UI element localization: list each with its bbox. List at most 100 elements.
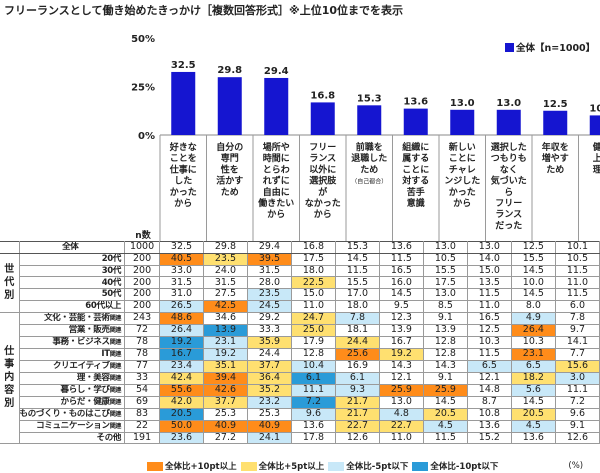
chart-title: フリーランスとして働き始めたきっかけ［複数回答形式］※上位10位までを表示 (4, 4, 404, 17)
n-cell: 191 (124, 431, 160, 445)
value-cell: 18.0 (290, 264, 336, 278)
table-row: からだ・健康関連 69 42.0 37.7 23.2 7.2 21.7 13.0 14.5 8.7… (0, 395, 600, 409)
value-cell: 12.6 (334, 431, 380, 445)
value-cell: 22.7 (378, 419, 424, 433)
value-cell: 6.0 (554, 299, 600, 313)
value-cell: 10.0 (510, 276, 556, 289)
value-cell: 9.6 (554, 407, 600, 421)
value-cell: 17.5 (290, 252, 336, 266)
value-cell: 8.0 (510, 299, 556, 313)
value-cell: 10.1 (554, 241, 600, 254)
value-cell: 40.5 (159, 252, 204, 266)
row-label: 20代 (18, 252, 126, 266)
value-cell: 9.1 (422, 311, 468, 325)
value-cell: 14.8 (466, 383, 512, 397)
value-cell: 24.0 (202, 264, 248, 278)
row-label-text: その他 (96, 432, 122, 443)
value-cell: 15.0 (466, 264, 512, 278)
value-cell: 24.7 (290, 311, 336, 325)
bar (543, 110, 568, 135)
unit-label: (%) (568, 461, 584, 471)
plus10-label: 全体比+10pt以上 (165, 462, 237, 472)
value-cell: 27.2 (202, 431, 248, 445)
n-cell: 33 (124, 371, 160, 385)
value-cell: 13.0 (378, 395, 424, 409)
value-cell: 13.9 (202, 323, 248, 337)
row-label-text: 20代 (101, 254, 122, 265)
value-cell: 31.5 (159, 276, 204, 289)
table-row: ものづくり・ものはこび関連 83 20.5 25.3 25.3 9.6 21.7 4.8 20.… (0, 407, 600, 421)
row-label-text: IT (101, 348, 110, 359)
row-label-text: 暮らし・学び (60, 384, 111, 395)
row-label-text: からだ・健康 (60, 396, 111, 407)
bar (171, 71, 196, 135)
value-cell: 16.0 (378, 276, 424, 289)
n-cell: 22 (124, 419, 160, 433)
value-cell: 32.5 (159, 241, 204, 254)
n-cell: 69 (124, 395, 160, 409)
row-label: 暮らし・学び関連 (18, 383, 126, 397)
row-label-suffix: 関連 (109, 386, 122, 394)
value-cell: 6.1 (334, 371, 380, 385)
value-cell: 12.3 (378, 311, 424, 325)
value-cell: 11.1 (290, 383, 336, 397)
value-cell: 6.5 (466, 359, 512, 373)
value-cell: 10.5 (554, 252, 600, 266)
value-cell: 13.9 (378, 323, 424, 337)
value-cell: 42.6 (202, 383, 248, 397)
data-label: 32.5 (171, 60, 196, 71)
value-cell: 35.1 (202, 359, 248, 373)
value-cell: 26.4 (510, 323, 556, 337)
plus10-swatch (147, 461, 163, 471)
category-label: フリーランス以外に選択肢がなかったから (305, 142, 341, 220)
value-cell: 16.9 (334, 359, 380, 373)
legend-swatch (505, 42, 514, 52)
value-cell: 11.5 (422, 431, 468, 445)
data-label: 15.3 (357, 93, 382, 104)
bar (217, 77, 242, 135)
value-cell: 55.6 (159, 383, 204, 397)
y-tick-label: 0% (138, 131, 155, 142)
category-note: （自己都合） (351, 178, 387, 186)
row-label-text: 60代以上 (85, 301, 122, 312)
y-tick-label: 50% (131, 34, 155, 45)
row-label: クリエイティブ関連 (18, 359, 126, 373)
value-cell: 25.3 (246, 407, 292, 421)
value-cell: 16.5 (378, 264, 424, 278)
value-cell: 37.7 (202, 395, 248, 409)
value-cell: 15.5 (334, 276, 380, 289)
row-label-text: 40代 (101, 277, 122, 288)
table-row: クリエイティブ関連 77 23.4 35.1 37.7 10.4 16.9 14.3 14.3 6… (0, 359, 600, 373)
row-label-suffix: 関連 (109, 422, 122, 430)
value-cell: 11.5 (378, 252, 424, 266)
value-cell: 31.5 (246, 264, 292, 278)
value-cell: 12.8 (422, 347, 468, 361)
value-cell: 25.9 (422, 383, 468, 397)
value-cell: 35.9 (246, 335, 292, 349)
value-cell: 13.6 (378, 241, 424, 254)
value-cell: 15.2 (466, 431, 512, 445)
row-label: コミュニケーション関連 (18, 419, 126, 433)
value-cell: 19.2 (378, 347, 424, 361)
value-cell: 18.1 (334, 323, 380, 337)
data-label: 13.0 (496, 98, 521, 109)
value-cell: 5.6 (510, 383, 556, 397)
data-label: 29.4 (264, 66, 289, 77)
value-cell: 23.2 (246, 395, 292, 409)
row-label: 文化・芸能・芸術関連 (18, 311, 126, 325)
category-label: 新しいことにチャレンジしたかったから (444, 141, 480, 209)
value-cell: 23.5 (246, 288, 292, 301)
value-cell: 16.5 (466, 311, 512, 325)
n-cell: 72 (124, 323, 160, 337)
value-cell: 4.5 (510, 419, 556, 433)
data-label: 10.1 (589, 103, 600, 114)
row-label-suffix: 関連 (109, 350, 122, 358)
row-label: からだ・健康関連 (18, 395, 126, 409)
value-cell: 11.1 (554, 383, 600, 397)
value-cell: 14.5 (422, 395, 468, 409)
value-cell: 48.6 (159, 311, 204, 325)
value-cell: 18.0 (334, 299, 380, 313)
value-cell: 12.6 (554, 431, 600, 445)
row-label-text: 文化・芸能・芸術 (44, 312, 110, 323)
data-label: 13.0 (450, 98, 475, 109)
